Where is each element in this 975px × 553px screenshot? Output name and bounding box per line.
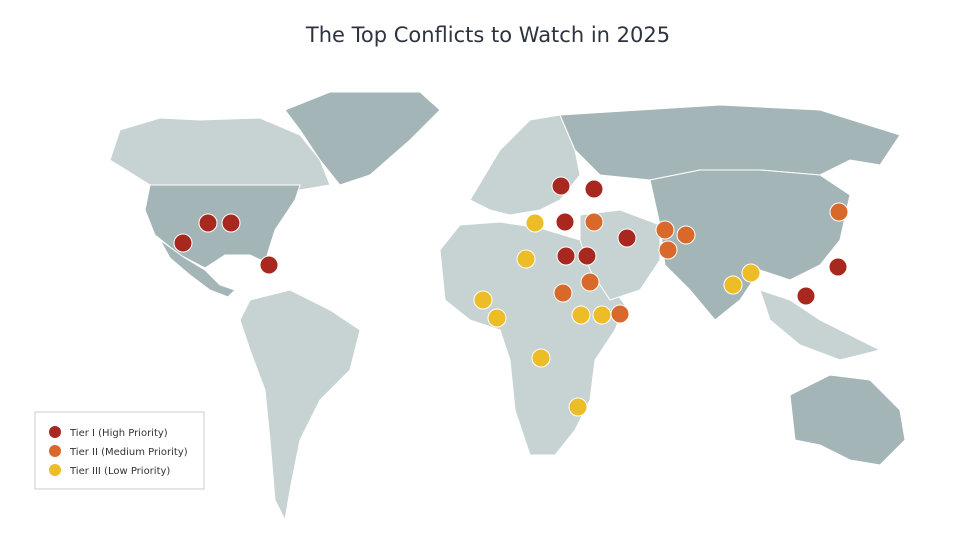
conflict-marker	[568, 397, 588, 417]
conflict-marker	[577, 246, 597, 266]
conflict-marker	[571, 305, 591, 325]
europe	[469, 114, 581, 216]
conflict-marker	[259, 255, 279, 275]
conflict-marker	[617, 228, 637, 248]
conflict-marker	[592, 305, 612, 325]
conflict-marker	[551, 176, 571, 196]
conflict-marker	[584, 179, 604, 199]
conflict-marker	[676, 225, 696, 245]
conflict-marker	[173, 233, 193, 253]
conflict-marker	[516, 249, 536, 269]
world-map	[109, 91, 906, 522]
legend-dot	[49, 426, 61, 438]
conflict-marker	[658, 240, 678, 260]
conflict-marker	[198, 213, 218, 233]
legend-dot	[49, 445, 61, 457]
legend-label: Tier III (Low Priority)	[69, 466, 170, 477]
conflict-marker	[531, 348, 551, 368]
conflict-marker	[828, 257, 848, 277]
conflict-marker	[829, 202, 849, 222]
conflict-markers	[173, 176, 849, 417]
legend-label: Tier II (Medium Priority)	[69, 447, 188, 458]
russia	[559, 104, 901, 181]
conflict-marker	[580, 272, 600, 292]
legend: Tier I (High Priority) Tier II (Medium Pr…	[49, 426, 188, 477]
canada	[109, 117, 331, 191]
map-title: The Top Conflicts to Watch in 2025	[305, 23, 670, 47]
conflict-marker	[553, 283, 573, 303]
southeast-asia	[759, 289, 882, 361]
conflict-marker	[487, 308, 507, 328]
conflict-marker	[473, 290, 493, 310]
mexico	[159, 239, 236, 298]
conflict-marker	[655, 220, 675, 240]
conflict-marker	[555, 212, 575, 232]
south-america	[239, 289, 361, 522]
conflict-marker	[741, 263, 761, 283]
asia	[649, 169, 851, 321]
conflict-marker	[796, 286, 816, 306]
australia	[789, 374, 906, 466]
legend-label: Tier I (High Priority)	[69, 428, 168, 439]
legend-dot	[49, 464, 61, 476]
conflict-marker	[723, 275, 743, 295]
legend-box	[34, 411, 205, 490]
conflict-marker	[610, 304, 630, 324]
conflict-marker	[525, 213, 545, 233]
greenland	[284, 91, 441, 186]
conflict-marker	[556, 246, 576, 266]
conflict-marker	[221, 213, 241, 233]
conflict-marker	[584, 212, 604, 232]
